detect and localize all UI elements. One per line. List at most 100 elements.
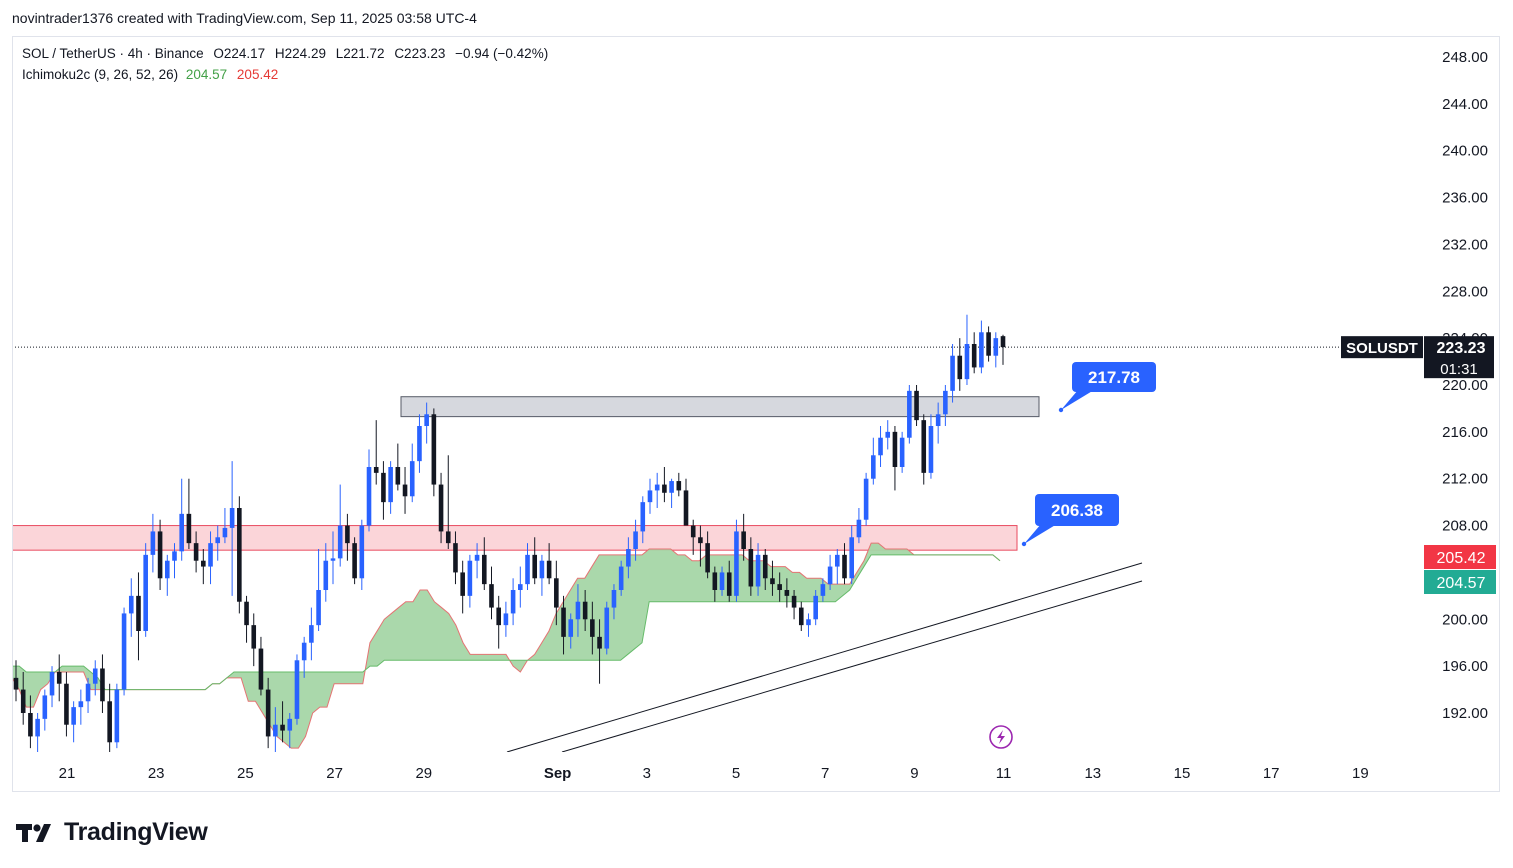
candle [251, 613, 257, 667]
candle [42, 689, 48, 731]
candle [424, 402, 429, 444]
x-tick-label: 5 [732, 765, 740, 782]
candle [395, 443, 401, 491]
candle-body [885, 431, 891, 438]
y-tick-label: 232.00 [1442, 236, 1488, 253]
candle [20, 672, 26, 725]
candle-body [359, 525, 365, 579]
x-tick-label: 9 [910, 765, 918, 782]
candle-body [669, 481, 674, 493]
candle-body [921, 420, 927, 473]
cloud-fill [13, 543, 1000, 749]
price-callout: 206.38 [1021, 494, 1119, 547]
candle-body [294, 660, 300, 719]
candle [460, 560, 465, 614]
candle [791, 590, 797, 620]
symbol-price-tag: SOLUSDT [1341, 336, 1423, 359]
candle-body [568, 619, 574, 637]
candle [690, 519, 696, 555]
candle [474, 543, 480, 579]
candle-body [114, 689, 120, 743]
candle [676, 472, 682, 497]
candle-body [770, 578, 775, 585]
candle [323, 543, 329, 602]
candle [301, 636, 307, 678]
candle [352, 537, 357, 585]
candle [143, 543, 148, 637]
symbol-name[interactable]: SOL / TetherUS · 4h · Binance [22, 46, 204, 61]
candle [726, 560, 732, 602]
candle-body [640, 502, 646, 532]
candle [907, 385, 912, 444]
candle [489, 566, 494, 620]
y-tick-label: 220.00 [1442, 377, 1488, 394]
candle [885, 420, 891, 450]
candle [928, 414, 934, 479]
last-price-text: 223.23 [1437, 340, 1486, 357]
indicator-legend[interactable]: Ichimoku2c (9, 26, 52, 26) 204.57 205.42 [22, 67, 278, 82]
candle [481, 537, 487, 590]
candle-body [871, 455, 876, 479]
ohlc-close: C223.23 [394, 46, 446, 61]
price-labels-layer: SOLUSDT 223.23 01:31 205.42 204.57 [1341, 336, 1496, 594]
y-tick-label: 216.00 [1442, 424, 1488, 441]
candle [13, 660, 19, 702]
candle-body [813, 595, 818, 620]
candle [683, 478, 689, 526]
chart-frame[interactable] [12, 36, 1500, 792]
candle-body [78, 701, 84, 708]
candle-body [935, 414, 941, 426]
ichimoku-tag-text: 205.42 [1437, 550, 1486, 567]
candle-body [453, 543, 458, 573]
candle [128, 578, 134, 637]
x-tick-label: 15 [1174, 765, 1191, 782]
candle-body [208, 543, 213, 567]
candle [431, 408, 437, 497]
candle-body [409, 461, 415, 497]
candle-body [143, 554, 148, 631]
candle-body [121, 613, 127, 690]
candle [85, 677, 91, 713]
candle [640, 496, 646, 544]
ichimoku-price-tag: 205.42 [1424, 545, 1496, 569]
candle [64, 672, 69, 737]
candle-body [762, 554, 768, 579]
x-tick-label: 11 [996, 765, 1012, 782]
candle-body [244, 601, 249, 626]
candle-body [698, 537, 703, 544]
ichimoku-price-tag: 204.57 [1424, 570, 1496, 594]
indicator-name[interactable]: Ichimoku2c (9, 26, 52, 26) [22, 67, 179, 82]
candle-body [755, 554, 761, 587]
candle [964, 314, 970, 385]
candle [1000, 334, 1006, 365]
candle-body [878, 437, 883, 456]
candle-body [251, 625, 257, 649]
candle-body [309, 625, 314, 643]
candle-body [971, 344, 977, 368]
candle-body [618, 566, 624, 590]
candle-body [229, 508, 235, 528]
y-tick-label: 208.00 [1442, 518, 1488, 535]
tradingview-logo[interactable]: TradingView [16, 818, 208, 847]
candle [265, 677, 271, 749]
candle-body [381, 472, 386, 503]
candle-body [777, 584, 782, 590]
candle-body [820, 584, 826, 596]
candle [935, 402, 941, 444]
candle [417, 414, 422, 473]
candle-body [402, 484, 408, 497]
candle-body [993, 338, 999, 356]
candle [381, 461, 386, 520]
candle [762, 549, 768, 590]
candle-body [150, 531, 156, 555]
price-change: −0.94 (−0.42%) [455, 46, 549, 61]
candle-body [690, 525, 696, 538]
candle-body [56, 672, 62, 684]
candle [244, 595, 249, 643]
x-tick-label: 25 [237, 765, 254, 782]
candle [604, 601, 610, 655]
zone-support [13, 525, 1018, 551]
candle [193, 531, 199, 573]
symbol-legend[interactable]: SOL / TetherUS · 4h · Binance O224.17 H2… [22, 46, 554, 61]
